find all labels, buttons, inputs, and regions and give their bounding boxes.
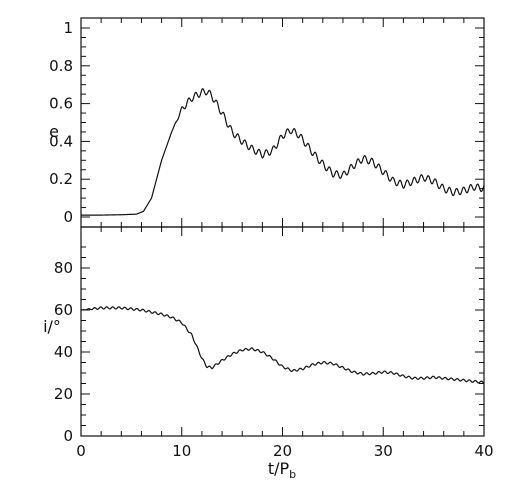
bottom-panel-y-axis-label: i/° <box>43 317 61 336</box>
top-series-line-e <box>80 88 485 216</box>
x-axis-label: t/Pb <box>268 459 296 481</box>
bottom-x-tick-label: 20 <box>273 442 292 460</box>
bottom-panel-frame <box>80 226 485 437</box>
top-y-tick-label: 0.6 <box>49 95 73 113</box>
top-panel-y-tick-labels: 0 0.2 0.4 0.6 0.8 1 <box>49 19 73 226</box>
top-panel: 0 0.2 0.4 0.6 0.8 1 e <box>49 17 485 228</box>
bottom-y-tick-label: 60 <box>54 301 73 319</box>
top-y-tick-label: 0.2 <box>49 170 73 188</box>
top-panel-ticks <box>80 18 485 227</box>
top-y-tick-label: 0.4 <box>49 132 73 150</box>
x-axis-label-subscript: b <box>289 468 296 481</box>
bottom-y-tick-label: 40 <box>54 343 73 361</box>
bottom-x-tick-label: 40 <box>474 442 493 460</box>
bottom-panel-y-tick-labels: 0 20 40 60 80 <box>54 259 73 445</box>
bottom-x-tick-label: 0 <box>76 442 86 460</box>
bottom-x-tick-label: 10 <box>172 442 191 460</box>
bottom-panel: 0 20 40 60 80 0 10 20 30 40 i/° t/Pb <box>43 226 494 481</box>
bottom-y-tick-label: 0 <box>63 427 73 445</box>
top-panel-y-axis-label: e <box>49 122 59 141</box>
top-y-tick-label: 0.8 <box>49 57 73 75</box>
bottom-panel-ticks <box>80 227 485 437</box>
top-panel-frame <box>80 17 485 228</box>
bottom-x-tick-label: 30 <box>374 442 393 460</box>
x-axis-label-main: t/P <box>268 459 290 478</box>
bottom-y-tick-label: 80 <box>54 259 73 277</box>
top-y-tick-label: 0 <box>63 208 73 226</box>
bottom-panel-x-tick-labels: 0 10 20 30 40 <box>76 442 493 460</box>
top-y-tick-label: 1 <box>63 19 73 37</box>
bottom-y-tick-label: 20 <box>54 385 73 403</box>
bottom-series-line-i <box>80 306 485 384</box>
